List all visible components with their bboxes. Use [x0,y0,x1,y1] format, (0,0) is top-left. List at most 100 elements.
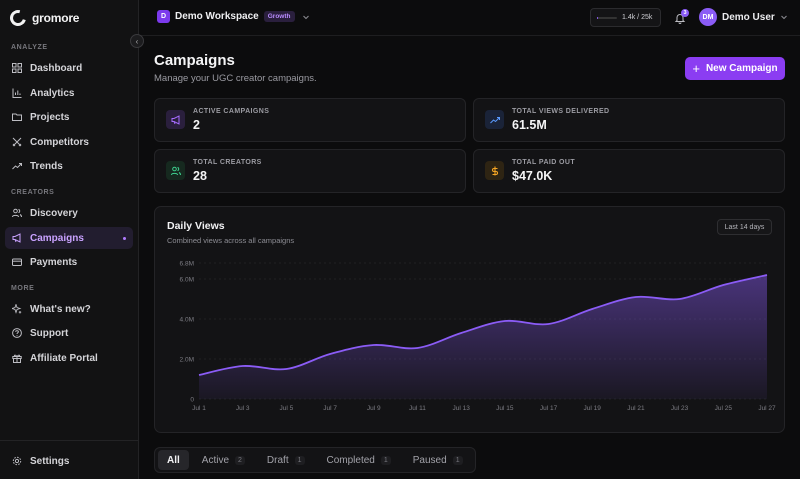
tab-active[interactable]: Active 2 [193,450,254,470]
usage-meter[interactable]: 1.4k / 25k [590,8,661,27]
x-tick-label: Jul 13 [452,405,470,412]
sidebar-item-analytics[interactable]: Analytics [5,82,133,104]
sidebar-item-label: Competitors [30,136,89,148]
stat-card-total-views: TOTAL VIEWS DELIVERED 61.5M [473,98,785,142]
sidebar-item-label: Discovery [30,207,78,219]
workspace-avatar: D [157,10,170,23]
usage-progress-fill [597,16,599,19]
folder-icon [12,113,22,121]
sidebar-item-payments[interactable]: Payments [5,251,133,273]
sidebar-item-label: Support [30,327,69,339]
credit-card-icon [12,258,22,266]
daily-views-chart: 0 2.0M 4.0M 6.0M 6.8M Jul 1 Jul 3 Jul 5 Jul 7 Jul… [180,261,777,413]
page-subtitle: Manage your UGC creator campaigns. [154,73,317,84]
x-tick-label: Jul 25 [715,405,733,412]
x-tick-label: Jul 11 [409,405,426,412]
help-circle-icon [12,328,22,338]
daily-views-area [199,275,767,399]
sidebar-item-label: Analytics [30,87,75,99]
crossed-swords-icon [12,137,22,147]
app-logo[interactable]: gromore [7,7,80,29]
tab-all[interactable]: All [158,450,189,470]
trend-line-icon [12,163,22,170]
sidebar-item-affiliate-portal[interactable]: Affiliate Portal [5,347,133,369]
bar-chart-icon [12,88,22,98]
x-tick-label: Jul 15 [496,405,514,412]
dollar-icon [491,166,498,175]
sidebar-item-settings[interactable]: Settings [5,450,133,472]
workspace-switcher[interactable]: D Demo Workspace Growth [157,10,310,23]
y-tick-label: 4.0M [180,317,194,324]
x-tick-label: Jul 19 [584,405,602,412]
sidebar-footer: Settings [0,440,139,479]
topbar: D Demo Workspace Growth 1.4k / 25k 3 DM … [139,0,800,36]
sidebar-item-whats-new[interactable]: What's new? [5,298,133,320]
tab-count-badge: 1 [452,455,463,465]
trend-up-icon [489,116,500,123]
x-tick-label: Jul 7 [323,405,337,412]
stat-icon-box [485,161,504,180]
chart-subtitle: Combined views across all campaigns [167,236,295,245]
x-tick-label: Jul 5 [280,405,294,412]
campaign-status-tabs: All Active 2 Draft 1 Completed 1 Paused 1 [154,447,476,473]
section-label-analyze: ANALYZE [11,44,48,51]
new-campaign-label: New Campaign [705,63,778,74]
y-tick-label: 6.8M [180,261,194,268]
sidebar-item-discovery[interactable]: Discovery [5,202,133,224]
megaphone-icon [12,233,21,243]
sidebar-item-label: Affiliate Portal [30,352,98,364]
page-title: Campaigns [154,52,235,69]
date-range-button[interactable]: Last 14 days [717,219,772,235]
logo-icon [7,7,29,29]
tab-label: Completed [326,454,375,466]
tab-count-badge: 1 [380,455,391,465]
gift-icon [12,354,22,363]
stat-label: ACTIVE CAMPAIGNS [193,108,270,115]
tab-label: Draft [266,454,289,466]
chart-title: Daily Views [167,220,225,232]
sidebar-item-support[interactable]: Support [5,322,133,344]
chevron-down-icon [780,15,787,20]
stat-value: 2 [193,118,200,132]
stat-icon-box [166,161,185,180]
gear-icon [12,456,22,466]
sidebar-item-trends[interactable]: Trends [5,155,133,177]
stat-card-total-creators: TOTAL CREATORS 28 [154,149,466,193]
stat-card-active-campaigns: ACTIVE CAMPAIGNS 2 [154,98,466,142]
users-icon [170,166,181,175]
chevron-left-icon: ‹ [135,36,139,46]
workspace-name: Demo Workspace [175,11,259,22]
sidebar-item-label: Payments [30,256,78,268]
dashboard-icon [12,63,22,73]
user-menu[interactable]: DM Demo User [699,8,788,26]
stat-card-total-paid-out: TOTAL PAID OUT $47.0K [473,149,785,193]
x-tick-label: Jul 21 [627,405,645,412]
tab-count-badge: 2 [235,455,245,465]
sidebar-item-projects[interactable]: Projects [5,106,133,128]
tab-paused[interactable]: Paused 1 [404,450,472,470]
sidebar-item-competitors[interactable]: Competitors [5,131,133,153]
stat-icon-box [166,110,185,129]
sparkles-icon [12,304,22,314]
stat-value: 61.5M [512,118,547,132]
sidebar-item-campaigns[interactable]: Campaigns [5,227,133,249]
plan-badge: Growth [263,11,295,22]
new-campaign-button[interactable]: + New Campaign [685,57,785,80]
x-tick-label: Jul 3 [236,405,250,412]
sidebar-item-dashboard[interactable]: Dashboard [5,57,133,79]
tab-label: Active [201,454,230,466]
tab-label: Paused [412,454,447,466]
tab-completed[interactable]: Completed 1 [318,450,400,470]
stat-icon-box [485,110,504,129]
daily-views-line [198,274,768,376]
app-name: gromore [32,11,80,25]
stat-label: TOTAL PAID OUT [512,159,576,166]
megaphone-icon [171,114,179,125]
y-tick-label: 2.0M [180,357,194,364]
x-tick-label: Jul 27 [758,405,776,412]
collapse-sidebar-button[interactable]: ‹ [130,34,144,48]
daily-views-chart-card: Daily Views Combined views across all ca… [154,206,785,433]
avatar: DM [699,8,717,26]
user-name: Demo User [722,11,775,23]
tab-draft[interactable]: Draft 1 [258,450,314,470]
